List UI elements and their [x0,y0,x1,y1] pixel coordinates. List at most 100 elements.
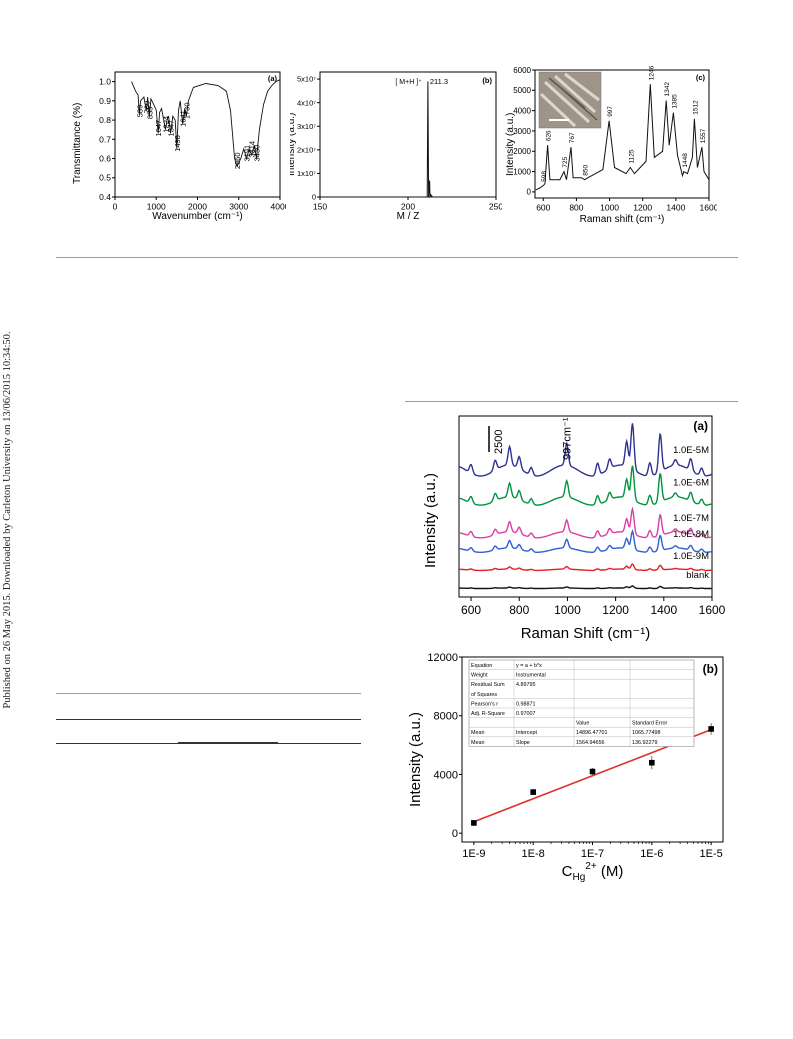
x-tick-label: 1600 [700,203,717,213]
stats-table-cell: Equation [471,663,492,669]
x-tick-label: 1E-8 [522,848,545,860]
panel-label: (a) [693,419,708,433]
x-tick-label: 800 [569,203,583,213]
y-tick-label: 0.8 [99,115,111,125]
stats-table-cell: 0.98871 [516,701,536,707]
series-label: 1.0E-6M [673,478,709,489]
plot-frame [458,415,713,598]
stats-table-cell: of Squares [471,692,497,698]
x-tick-label: 250 [489,202,502,212]
spectrum-trace [459,585,712,590]
x-tick-label: 3000 [229,202,248,212]
peak-annotation: 997 [607,106,614,117]
table-rule-top [56,693,361,694]
data-point [589,768,596,775]
panel-label: (a) [268,74,278,83]
inset-crystal [553,74,597,114]
peak-annotation: 1730 [182,102,191,119]
table-rule-mid [56,719,361,720]
peak-annotation: 589 [135,105,144,118]
x-axis-label: M / Z [397,211,420,222]
y-tick-label: 5000 [513,86,531,95]
series-label: 1.0E-8M [673,529,709,540]
inset-crystal [543,80,591,124]
stats-table-cell: Pearson's r [471,701,498,707]
x-tick-label: 1400 [666,203,685,213]
x-tick-label: 1E-7 [581,848,604,860]
x-axis-label: CHg2+ (M) [562,861,624,882]
peak-annotation: 1224 [161,116,170,133]
y-tick-label: 0.9 [99,96,111,106]
x-axis-label-superscript: 2+ [585,861,597,872]
peak-annotation: 1448 [682,153,689,168]
x-tick-label: 4000 [271,202,286,212]
download-watermark-text: Published on 26 May 2015. Downloaded by … [2,331,13,709]
stats-table-cell: Weight [471,673,488,679]
y-tick-label: 0.5 [99,173,111,183]
inset-crystal [539,92,577,128]
x-tick-label: 150 [313,202,327,212]
data-point [649,759,655,766]
peak-annotation: 3314 [248,141,257,158]
spectrum-trace [458,529,713,553]
stats-table-cell: Residual Sum [471,682,505,688]
y-axis-label: Intensity (a.u.) [505,113,516,176]
y-tick-label: 0.6 [99,154,111,164]
stats-table-cell: Mean [471,730,485,736]
peak-annotation: 1125 [628,149,635,163]
data-point [471,820,477,826]
inset-micrograph [538,71,602,129]
ion-annotation: [ M+H ]⁺ [395,79,422,86]
inset-crystal [564,72,600,102]
table-rule-accent [178,742,278,744]
y-tick-label: 6000 [513,66,531,75]
section-divider [56,257,738,258]
x-axis-label-symbol: C [562,863,573,880]
figure-top-divider [405,401,738,402]
x-tick-label: 1000 [600,203,619,213]
peak-annotation: 1557 [700,128,707,143]
sers-concentration-spectra-figure: 600 800 1000 1200 1400 1600 1.0E-5M 1.0E-6M 1.0E… [422,415,726,642]
y-tick-label: 0.4 [99,192,111,202]
spectrum-trace [458,423,713,477]
peak-annotation: 850 [583,164,590,175]
peak-annotation: 767 [569,132,576,143]
stats-table-cell: Adj. R-Square [471,711,505,717]
panel-label: (b) [482,76,492,85]
x-axis-label-unit: (M) [597,863,624,880]
stats-table-cell: 0.97007 [516,711,536,717]
peak-annotation: 3430 [252,145,261,162]
stats-table-cell: 1564.94656 [576,740,604,746]
spectrum-trace [458,506,713,539]
x-axis-label: Raman shift (cm⁻¹) [580,214,665,225]
x-tick-label: 1600 [699,603,726,617]
y-tick-label: 4000 [434,769,458,781]
peak-annotation: 1246 [648,65,655,80]
peak-annotation: 1385 [671,94,678,109]
y-tick-label: 5x10⁷ [297,75,316,84]
y-tick-label: 2x10⁷ [297,145,316,154]
plot-frame [534,69,710,199]
stats-table-cell: 1065.77498 [632,730,660,736]
x-tick-label: 600 [461,603,481,617]
y-tick-label: 0.7 [99,134,111,144]
stats-table-cell: 14896.47701 [576,730,607,736]
raman-trace [535,84,710,191]
spectrum-trace [458,465,713,506]
series-label: 1.0E-5M [673,445,709,456]
series-label: blank [686,570,709,581]
x-tick-label: 600 [536,203,550,213]
peak-annotation: 1512 [692,100,699,115]
x-tick-label: 1E-6 [640,848,663,860]
x-axis-label: Raman Shift (cm⁻¹) [521,625,651,642]
peak-annotation: 1342 [664,82,671,97]
x-tick-label: 1200 [633,203,652,213]
download-watermark: Published on 26 May 2015. Downloaded by … [2,331,22,708]
stats-table-cell: Mean [471,740,485,746]
scale-bar-label: 2500 [493,430,505,454]
peak-annotation: 1641 [179,110,188,127]
calibration-curve-figure: 1E-9 1E-8 1E-7 1E-6 1E-5 0 4000 8000 12000 Equati… [407,652,724,882]
y-axis-label: Transmittance (%) [72,103,83,184]
stats-table-cell: y = a + b*x [516,663,542,669]
inset-crystal-edge [562,89,598,121]
